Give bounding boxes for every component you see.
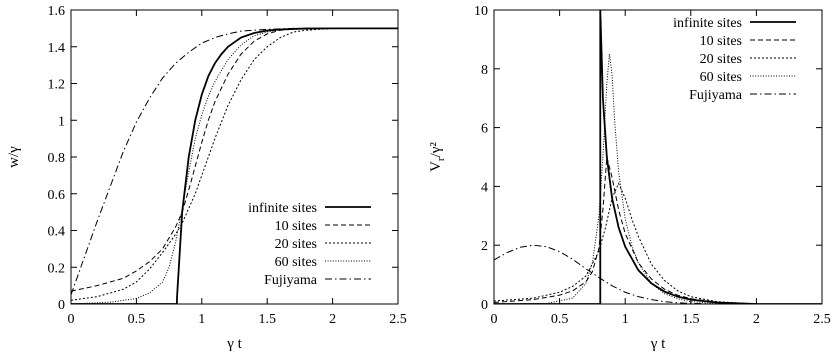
x-tick-label: 0: [68, 312, 75, 327]
y-tick-label: 1.2: [48, 78, 66, 93]
y-tick-label: 1: [58, 114, 65, 129]
series-line-10-sites: [494, 156, 822, 304]
legend-label: 60 sites: [700, 70, 742, 85]
x-tick-label: 0: [491, 312, 498, 327]
series-line-fujiyama: [71, 27, 398, 295]
x-tick-label: 0.5: [551, 312, 569, 327]
x-tick-label: 2: [753, 312, 760, 327]
x-tick-label: 1.5: [258, 312, 276, 327]
y-tick-label: 0.8: [48, 151, 66, 166]
y-tick-label: 10: [474, 4, 488, 19]
y-tick-label: 0: [481, 298, 488, 313]
y-tick-label: 1.6: [48, 4, 66, 19]
x-tick-label: 2.5: [389, 312, 407, 327]
x-axis-label: γ t: [650, 336, 666, 352]
chart-panel-1: 0 0.5 1 1.5 2 2.5 0 0.2 0.4 0.6 0.8 1 1.2 1.4 1.6 γ t w/…: [6, 4, 407, 352]
y-axis-label: w/γ: [6, 146, 22, 168]
y-tick-label: 0: [58, 298, 65, 313]
legend-label: Fujiyama: [689, 88, 743, 103]
y-tick-label: 4: [481, 180, 488, 195]
y-axis-label: Vr/γ²: [428, 142, 447, 172]
legend-label: infinite sites: [248, 201, 317, 216]
x-tick-label: 1.5: [682, 312, 700, 327]
legend: infinite sites 10 sites 20 sites 60 sites Fu…: [673, 16, 796, 103]
series-line-60-sites: [71, 27, 398, 304]
x-tick-label: 1: [622, 312, 629, 327]
series-line-10-sites: [71, 27, 398, 292]
x-tick-label: 0.5: [128, 312, 146, 327]
legend: infinite sites 10 sites 20 sites 60 sites Fu…: [248, 201, 371, 288]
y-tick-label: 0.4: [48, 225, 66, 240]
series-line-20-sites: [71, 27, 398, 301]
y-tick-label: 2: [481, 239, 488, 254]
legend-label: 20 sites: [700, 52, 742, 67]
legend-label: Fujiyama: [264, 273, 318, 288]
legend-label: 10 sites: [275, 219, 317, 234]
y-tick-label: 0.2: [48, 261, 66, 276]
series-line-fujiyama: [494, 244, 822, 304]
y-tick-label: 1.4: [48, 41, 66, 56]
series-line-60-sites: [494, 54, 822, 304]
y-tick-label: 0.6: [48, 188, 66, 203]
chart-panel-2: 0 0.5 1 1.5 2 2.5 0 2 4 6 8 10 γ t Vr/γ² infinite site…: [428, 4, 831, 352]
y-tick-label: 8: [481, 63, 488, 78]
series-line-infinite-sites: [71, 27, 398, 304]
series-line-infinite-sites: [494, 10, 822, 304]
legend-label: 60 sites: [275, 255, 317, 270]
legend-label: 10 sites: [700, 34, 742, 49]
x-axis-label: γ t: [226, 336, 242, 352]
y-tick-label: 6: [481, 122, 488, 137]
legend-label: 20 sites: [275, 237, 317, 252]
series-line-20-sites: [494, 182, 822, 304]
legend-label: infinite sites: [673, 16, 742, 31]
x-tick-label: 2: [329, 312, 336, 327]
x-tick-label: 1: [198, 312, 205, 327]
plot-frame: [493, 9, 823, 305]
plot-frame: [70, 9, 399, 305]
x-tick-label: 2.5: [813, 312, 831, 327]
